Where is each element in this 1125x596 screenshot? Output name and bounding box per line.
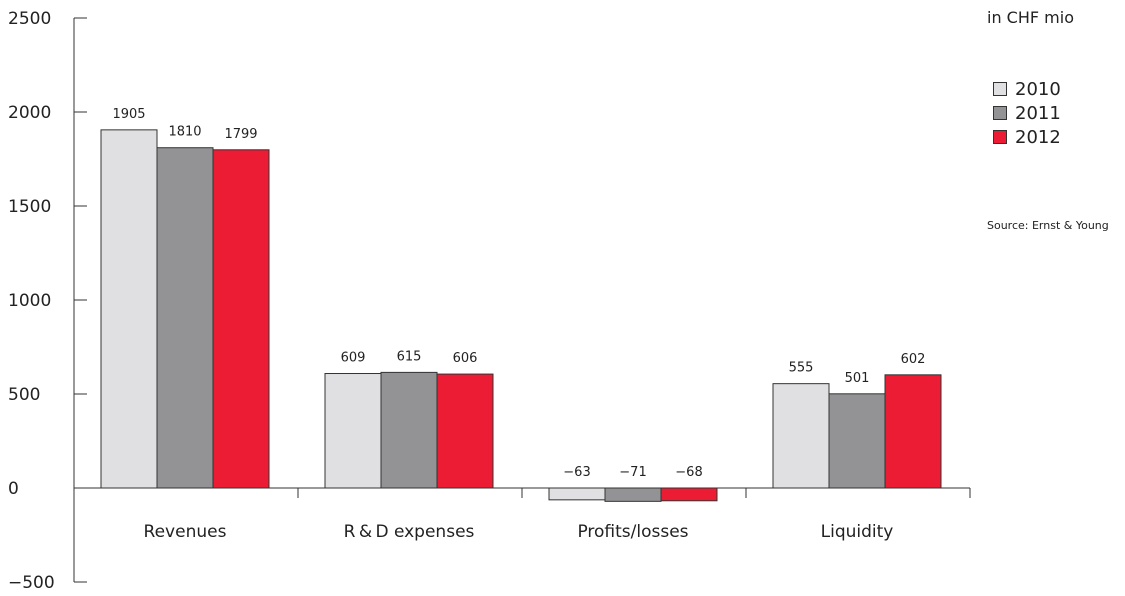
data-label-0-2010: 1905 bbox=[112, 107, 145, 122]
bar-1-2010 bbox=[324, 373, 382, 489]
data-label-3-2011: 501 bbox=[845, 371, 870, 386]
data-label-2-2011: −71 bbox=[619, 465, 646, 480]
source-note: Source: Ernst & Young bbox=[987, 219, 1109, 232]
bar-0-2011 bbox=[156, 147, 214, 489]
data-label-1-2012: 606 bbox=[453, 351, 478, 366]
y-tick-label-5: 2000 bbox=[8, 103, 51, 123]
legend-swatch-2012 bbox=[993, 130, 1007, 144]
bar-3-2011 bbox=[828, 393, 886, 489]
legend: 2010 2011 2012 bbox=[993, 77, 1061, 149]
bar-2-2011 bbox=[604, 487, 662, 502]
legend-item-2012: 2012 bbox=[993, 125, 1061, 149]
y-tick-label-2: 500 bbox=[8, 385, 40, 405]
bar-0-2012 bbox=[212, 149, 270, 489]
legend-swatch-2011 bbox=[993, 106, 1007, 120]
data-label-0-2012: 1799 bbox=[224, 127, 257, 142]
data-label-0-2011: 1810 bbox=[168, 125, 201, 140]
y-tick-label-6: 2500 bbox=[8, 9, 51, 29]
bar-2-2010 bbox=[548, 487, 606, 501]
data-label-1-2011: 615 bbox=[397, 349, 422, 364]
bar-1-2012 bbox=[436, 373, 494, 489]
category-label-0: Revenues bbox=[144, 522, 227, 542]
legend-label-2010: 2010 bbox=[1015, 78, 1061, 100]
bar-1-2011 bbox=[380, 371, 438, 489]
data-label-2-2012: −68 bbox=[675, 465, 702, 480]
category-label-3: Liquidity bbox=[821, 522, 894, 542]
legend-swatch-2010 bbox=[993, 82, 1007, 96]
bar-2-2012 bbox=[660, 487, 718, 502]
y-tick-label-3: 1000 bbox=[8, 291, 51, 311]
data-label-3-2010: 555 bbox=[789, 361, 814, 376]
y-tick-label-0: −500 bbox=[8, 573, 55, 593]
data-label-2-2010: −63 bbox=[563, 465, 590, 480]
bar-3-2010 bbox=[772, 383, 830, 489]
bar-0-2010 bbox=[100, 129, 158, 489]
legend-label-2012: 2012 bbox=[1015, 126, 1061, 148]
category-label-1: R & D expenses bbox=[344, 522, 475, 542]
y-tick-label-1: 0 bbox=[8, 479, 19, 499]
data-label-1-2010: 609 bbox=[341, 351, 366, 366]
y-tick-label-4: 1500 bbox=[8, 197, 51, 217]
legend-item-2010: 2010 bbox=[993, 77, 1061, 101]
legend-label-2011: 2011 bbox=[1015, 102, 1061, 124]
bar-3-2012 bbox=[884, 374, 942, 489]
legend-item-2011: 2011 bbox=[993, 101, 1061, 125]
data-label-3-2012: 602 bbox=[901, 352, 926, 367]
unit-note: in CHF mio bbox=[987, 8, 1074, 27]
category-label-2: Profits/losses bbox=[577, 522, 688, 542]
